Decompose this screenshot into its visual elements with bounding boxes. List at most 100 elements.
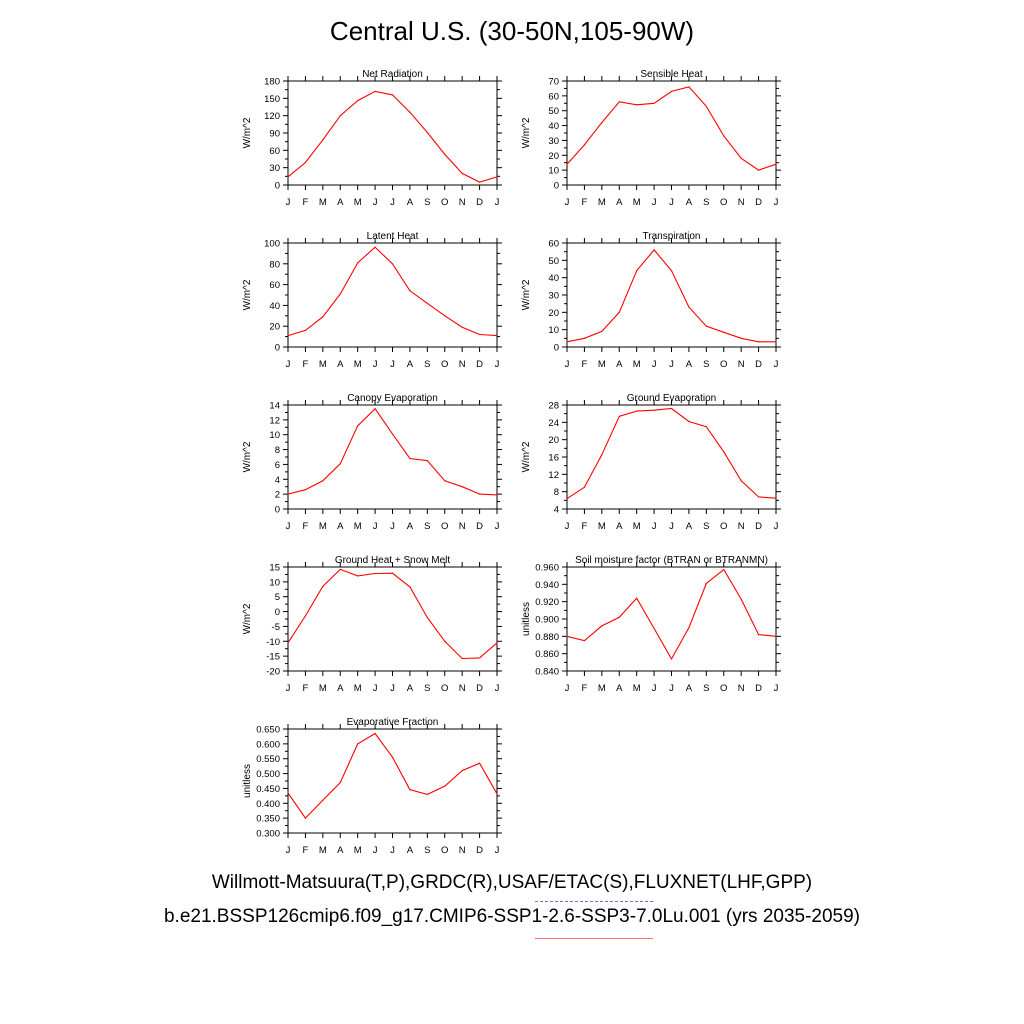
x-tick-label: S [703, 683, 709, 694]
x-tick-label: J [652, 197, 657, 208]
data-point [426, 616, 428, 619]
data-point [322, 480, 324, 482]
x-tick-label: F [303, 683, 309, 694]
data-point [705, 325, 707, 327]
y-tick-label: 24 [548, 418, 559, 429]
y-tick-label: 60 [269, 146, 280, 157]
y-tick-label: 6 [275, 460, 280, 471]
data-point [496, 642, 498, 644]
x-tick-label: J [390, 683, 395, 694]
x-tick-label: J [565, 683, 570, 694]
x-tick-label: O [441, 521, 448, 532]
case-caption: b.e21.BSSP126cmip6.f09_g17.CMIP6-SSP1-2.… [163, 906, 861, 927]
data-point [618, 415, 620, 417]
x-tick-label: D [476, 845, 483, 856]
data-point [339, 293, 341, 295]
data-point [688, 420, 690, 423]
series-line [287, 732, 498, 819]
obs-legend-line [535, 901, 653, 902]
data-point [322, 139, 324, 141]
x-tick-label: O [720, 197, 727, 208]
y-tick-label: 10 [548, 166, 559, 177]
data-point [723, 451, 725, 453]
y-tick-label: 0 [275, 343, 280, 354]
x-tick-label: S [424, 683, 430, 694]
x-tick-label: J [286, 197, 291, 208]
x-tick-label: N [459, 521, 466, 532]
data-point [688, 627, 690, 629]
x-tick-label: O [441, 359, 448, 370]
data-point [339, 781, 341, 784]
y-tick-label: 10 [269, 430, 280, 441]
y-tick-label: 0.650 [256, 725, 280, 736]
y-axis-label: W/m^2 [242, 603, 253, 634]
x-tick-label: F [303, 521, 309, 532]
series-line [287, 568, 498, 660]
data-point [426, 460, 428, 462]
y-axis-label: unitless [242, 764, 253, 798]
y-tick-label: 4 [554, 505, 559, 516]
panel-evaporative-fraction: Evaporative Fraction unitless 0.300 0.350 0.… [242, 717, 502, 856]
y-tick-label: 14 [269, 401, 280, 412]
panel-title: Canopy Evaporation [347, 393, 438, 404]
y-tick-label: 20 [548, 151, 559, 162]
panel-title: Net Radiation [362, 69, 423, 80]
x-tick-label: J [373, 197, 378, 208]
data-point [426, 793, 428, 795]
data-point [461, 657, 463, 660]
x-tick-label: A [616, 197, 623, 208]
y-tick-label: 16 [548, 453, 559, 464]
data-point [357, 100, 359, 102]
y-tick-label: 30 [269, 163, 280, 174]
data-point [426, 131, 428, 134]
data-point [444, 153, 446, 155]
y-tick-label: 50 [548, 106, 559, 117]
x-tick-label: A [407, 521, 414, 532]
data-point [304, 489, 307, 491]
data-point [391, 572, 394, 574]
data-point [757, 496, 760, 498]
panel-title: Soil moisture factor (BTRAN or BTRANMN) [575, 555, 768, 566]
data-point [496, 793, 498, 795]
data-point [287, 334, 289, 337]
series-line [566, 568, 777, 661]
y-tick-label: 80 [269, 259, 280, 270]
data-point [723, 569, 725, 571]
x-tick-label: D [755, 197, 762, 208]
y-tick-label: 0.860 [535, 649, 559, 660]
y-tick-label: 12 [548, 470, 559, 481]
data-point [723, 331, 725, 333]
x-tick-label: M [633, 197, 641, 208]
x-tick-label: A [407, 845, 414, 856]
x-tick-label: F [582, 683, 588, 694]
data-point [618, 101, 620, 103]
x-tick-label: A [616, 683, 623, 694]
data-point [478, 657, 481, 659]
x-tick-label: S [424, 521, 430, 532]
y-tick-label: 10 [548, 325, 559, 336]
x-tick-label: A [337, 845, 344, 856]
x-tick-label: J [774, 359, 779, 370]
data-point [357, 575, 359, 577]
data-point [478, 493, 481, 495]
x-tick-label: O [720, 359, 727, 370]
data-point [478, 762, 481, 764]
data-point [444, 785, 446, 787]
y-tick-label: 0.550 [256, 754, 280, 765]
data-point [357, 743, 359, 745]
data-point [566, 341, 568, 343]
data-point [636, 270, 638, 272]
y-tick-label: 0 [275, 607, 280, 618]
x-tick-label: F [303, 359, 309, 370]
x-tick-label: J [373, 521, 378, 532]
y-tick-label: 90 [269, 129, 280, 140]
x-tick-label: J [565, 359, 570, 370]
x-tick-label: F [303, 197, 309, 208]
data-point [636, 410, 638, 412]
data-point [496, 334, 498, 337]
data-point [583, 337, 586, 339]
x-tick-label: F [303, 845, 309, 856]
x-tick-label: N [459, 197, 466, 208]
x-tick-label: D [476, 359, 483, 370]
